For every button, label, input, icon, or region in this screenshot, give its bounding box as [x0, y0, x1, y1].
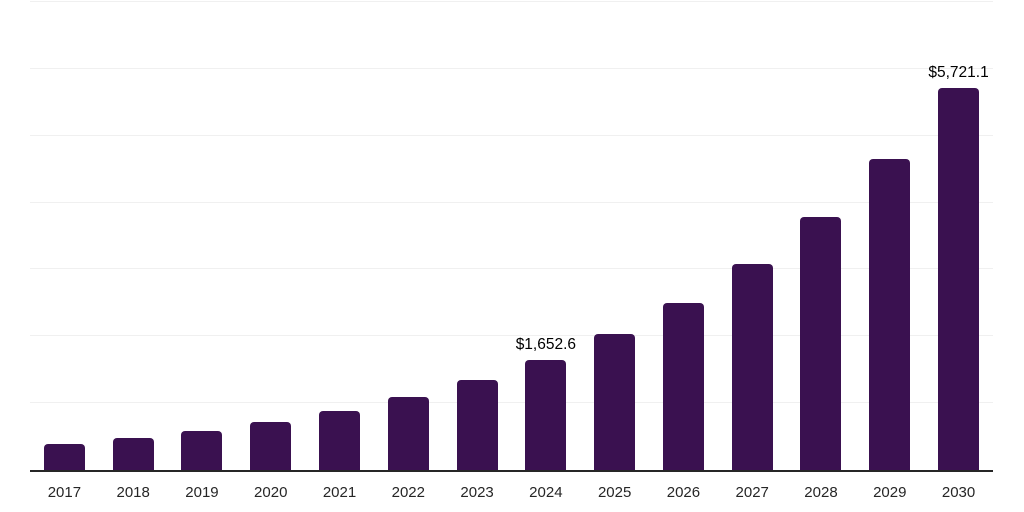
gridline: [30, 67, 993, 69]
bar-cell-2022: [374, 2, 443, 470]
x-tick-label-2025: 2025: [597, 484, 632, 501]
bar-cell-2025: [580, 2, 649, 470]
bar-cell-2028: [787, 2, 856, 470]
bar-2020: [250, 421, 292, 470]
bar-cell-2019: [168, 2, 237, 470]
bar-cell-2021: [305, 2, 374, 470]
gridline: [30, 201, 993, 203]
bars-row: $1,652.6 $5,721.1: [30, 2, 993, 470]
x-tick-label-2024: 2024: [529, 484, 563, 501]
bar-2027: [731, 264, 773, 470]
bar-cell-2020: [236, 2, 305, 470]
x-tick-label-2020: 2020: [254, 484, 288, 501]
x-tick-label-2023: 2023: [460, 484, 494, 501]
bar-2019: [181, 430, 223, 470]
bar-cell-2026: [649, 2, 718, 470]
plot-area: $1,652.6 $5,721.1: [30, 1, 993, 472]
x-tick-label-2027: 2027: [735, 484, 769, 501]
x-tick-label-2017: 2017: [47, 484, 82, 501]
bar-2024: $1,652.6: [516, 336, 576, 470]
bar-2023: [456, 380, 498, 470]
bar-cell-2018: [99, 2, 168, 470]
gridline: [30, 134, 993, 136]
gridline: [30, 268, 993, 270]
x-axis-labels: 2017 2018 2019 2020 2021 2022 2023 2024 2025 2026…: [30, 482, 993, 504]
bar-value-label-2030: $5,721.1: [928, 63, 989, 81]
gridline: [30, 402, 993, 404]
bar-2026: [662, 302, 704, 470]
x-tick-label-2029: 2029: [873, 484, 907, 501]
bar-cell-2029: [855, 2, 924, 470]
gridline: [30, 1, 993, 2]
bar-2029: [869, 158, 911, 470]
bar-cell-2017: [30, 2, 99, 470]
gridline: [30, 335, 993, 337]
bar-2022: [387, 397, 429, 470]
bar-2028: [800, 217, 842, 470]
x-tick-label-2028: 2028: [804, 484, 838, 501]
bar-2017: [43, 443, 85, 470]
bar-cell-2030: $5,721.1: [924, 2, 993, 470]
x-tick-label-2018: 2018: [116, 484, 150, 501]
x-tick-label-2022: 2022: [391, 484, 425, 501]
bar-cell-2023: [443, 2, 512, 470]
bar-value-label-2024: $1,652.6: [515, 335, 577, 353]
bar-2018: [112, 438, 154, 470]
x-tick-label-2021: 2021: [322, 484, 357, 501]
x-tick-label-2019: 2019: [185, 484, 219, 501]
x-tick-label-2030: 2030: [941, 484, 976, 501]
bar-2030: $5,721.1: [928, 64, 989, 470]
bar-cell-2024: $1,652.6: [511, 2, 580, 470]
x-tick-label-2026: 2026: [666, 484, 701, 501]
bar-2025: [594, 334, 636, 470]
bar-2021: [319, 410, 361, 470]
bar-cell-2027: [718, 2, 787, 470]
